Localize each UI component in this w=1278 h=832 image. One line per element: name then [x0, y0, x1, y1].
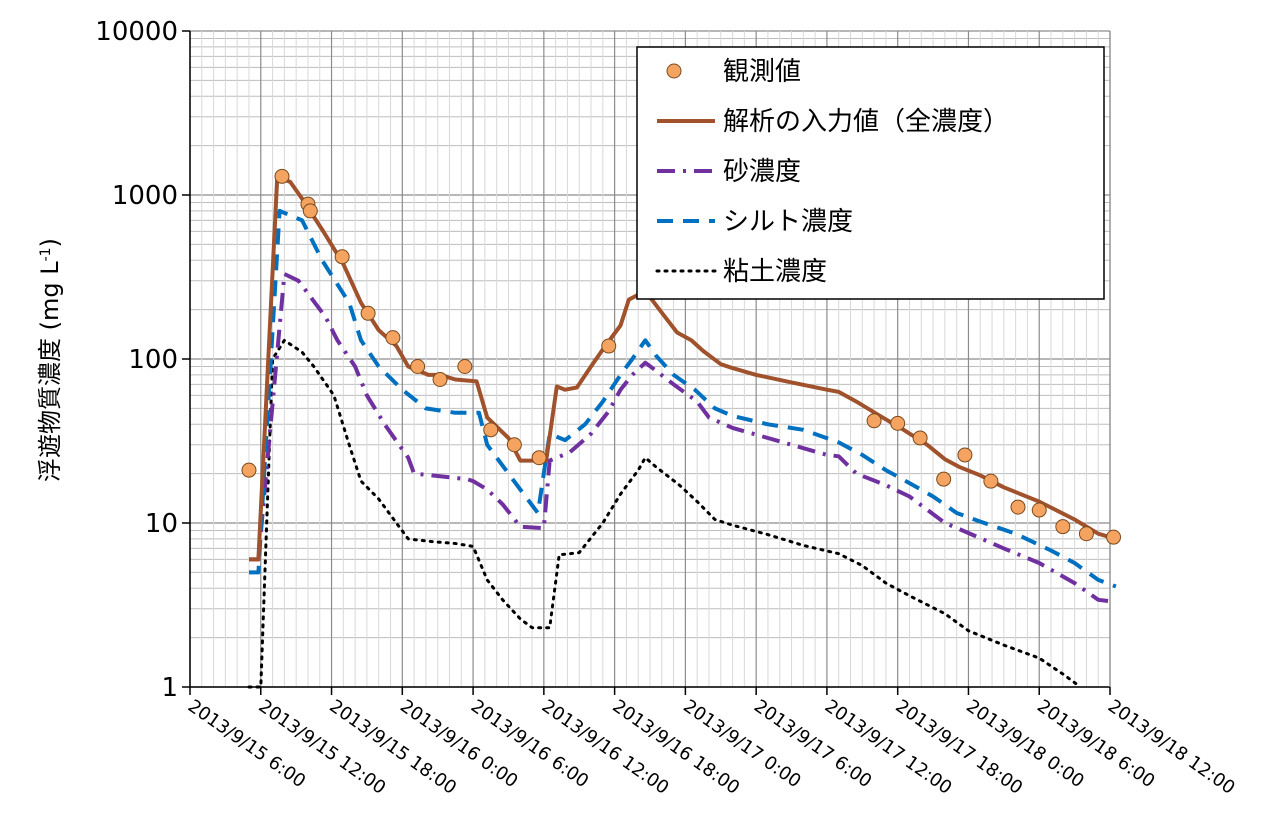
legend-label: シルト濃度	[723, 207, 853, 237]
y-tick-label: 100	[128, 345, 178, 375]
observed-point	[432, 371, 448, 387]
observed-point	[936, 471, 952, 487]
observed-point	[1078, 526, 1094, 542]
y-axis-label-main: 浮遊物質濃度 (mg L	[36, 261, 64, 482]
legend-label: 粘土濃度	[723, 257, 827, 287]
series-line-3	[249, 208, 1117, 589]
observed-point	[1106, 529, 1122, 545]
observed-point	[866, 413, 882, 429]
observed-point	[957, 447, 973, 463]
x-tick-label: 2013/9/16 12:00	[538, 696, 673, 799]
observed-point	[457, 359, 473, 375]
y-axis-label-sup: -1	[38, 247, 54, 261]
x-tick-label: 2013/9/15 6:00	[184, 696, 309, 793]
x-tick-label: 2013/9/16 0:00	[396, 696, 521, 793]
observed-point	[983, 473, 999, 489]
observed-point	[601, 338, 617, 354]
observed-point	[241, 462, 257, 478]
legend-label: 砂濃度	[723, 157, 801, 187]
x-tick-label: 2013/9/15 12:00	[255, 696, 390, 799]
observed-point	[410, 359, 426, 375]
observed-point	[1031, 502, 1047, 518]
x-tick-label: 2013/9/18 0:00	[962, 696, 1087, 793]
x-tick-label: 2013/9/17 6:00	[750, 696, 875, 793]
x-tick-label: 2013/9/16 6:00	[467, 696, 592, 793]
legend-marker-observed	[666, 63, 682, 79]
x-tick-label: 2013/9/18 6:00	[1033, 696, 1158, 793]
y-tick-labels: 1 10 100 1000 10000	[95, 17, 190, 703]
y-tick-label: 10000	[95, 17, 178, 47]
legend-label: 解析の入力値（全濃度）	[723, 107, 1009, 137]
series-layer	[241, 168, 1122, 689]
series-line-4	[247, 338, 1082, 689]
y-tick-label: 1000	[112, 181, 178, 211]
x-tick-label: 2013/9/17 18:00	[892, 696, 1027, 799]
observed-point	[483, 422, 499, 438]
legend-box	[636, 46, 1105, 300]
x-tick-label: 2013/9/16 18:00	[608, 696, 743, 799]
series-line-2	[249, 272, 1117, 604]
x-tick-label: 2013/9/15 18:00	[325, 696, 460, 799]
observed-point	[890, 415, 906, 431]
observed-point	[334, 249, 350, 265]
y-axis-label: 浮遊物質濃度 (mg L-1)	[36, 238, 64, 482]
x-tick-label: 2013/9/18 12:00	[1104, 696, 1239, 799]
observed-point	[506, 437, 522, 453]
x-tick-label: 2013/9/17 12:00	[821, 696, 956, 799]
observed-point	[274, 168, 290, 184]
y-tick-label: 10	[145, 509, 178, 539]
y-tick-label: 1	[161, 673, 178, 703]
observed-point	[531, 450, 547, 466]
observed-point	[1010, 499, 1026, 515]
legend-label: 観測値	[723, 57, 801, 87]
observed-point	[385, 330, 401, 346]
observed-point	[302, 203, 318, 219]
y-axis-label-close: )	[36, 238, 64, 247]
observed-point	[1055, 519, 1071, 535]
x-tick-label: 2013/9/17 0:00	[679, 696, 804, 793]
observed-point	[912, 430, 928, 446]
observed-point	[360, 305, 376, 321]
